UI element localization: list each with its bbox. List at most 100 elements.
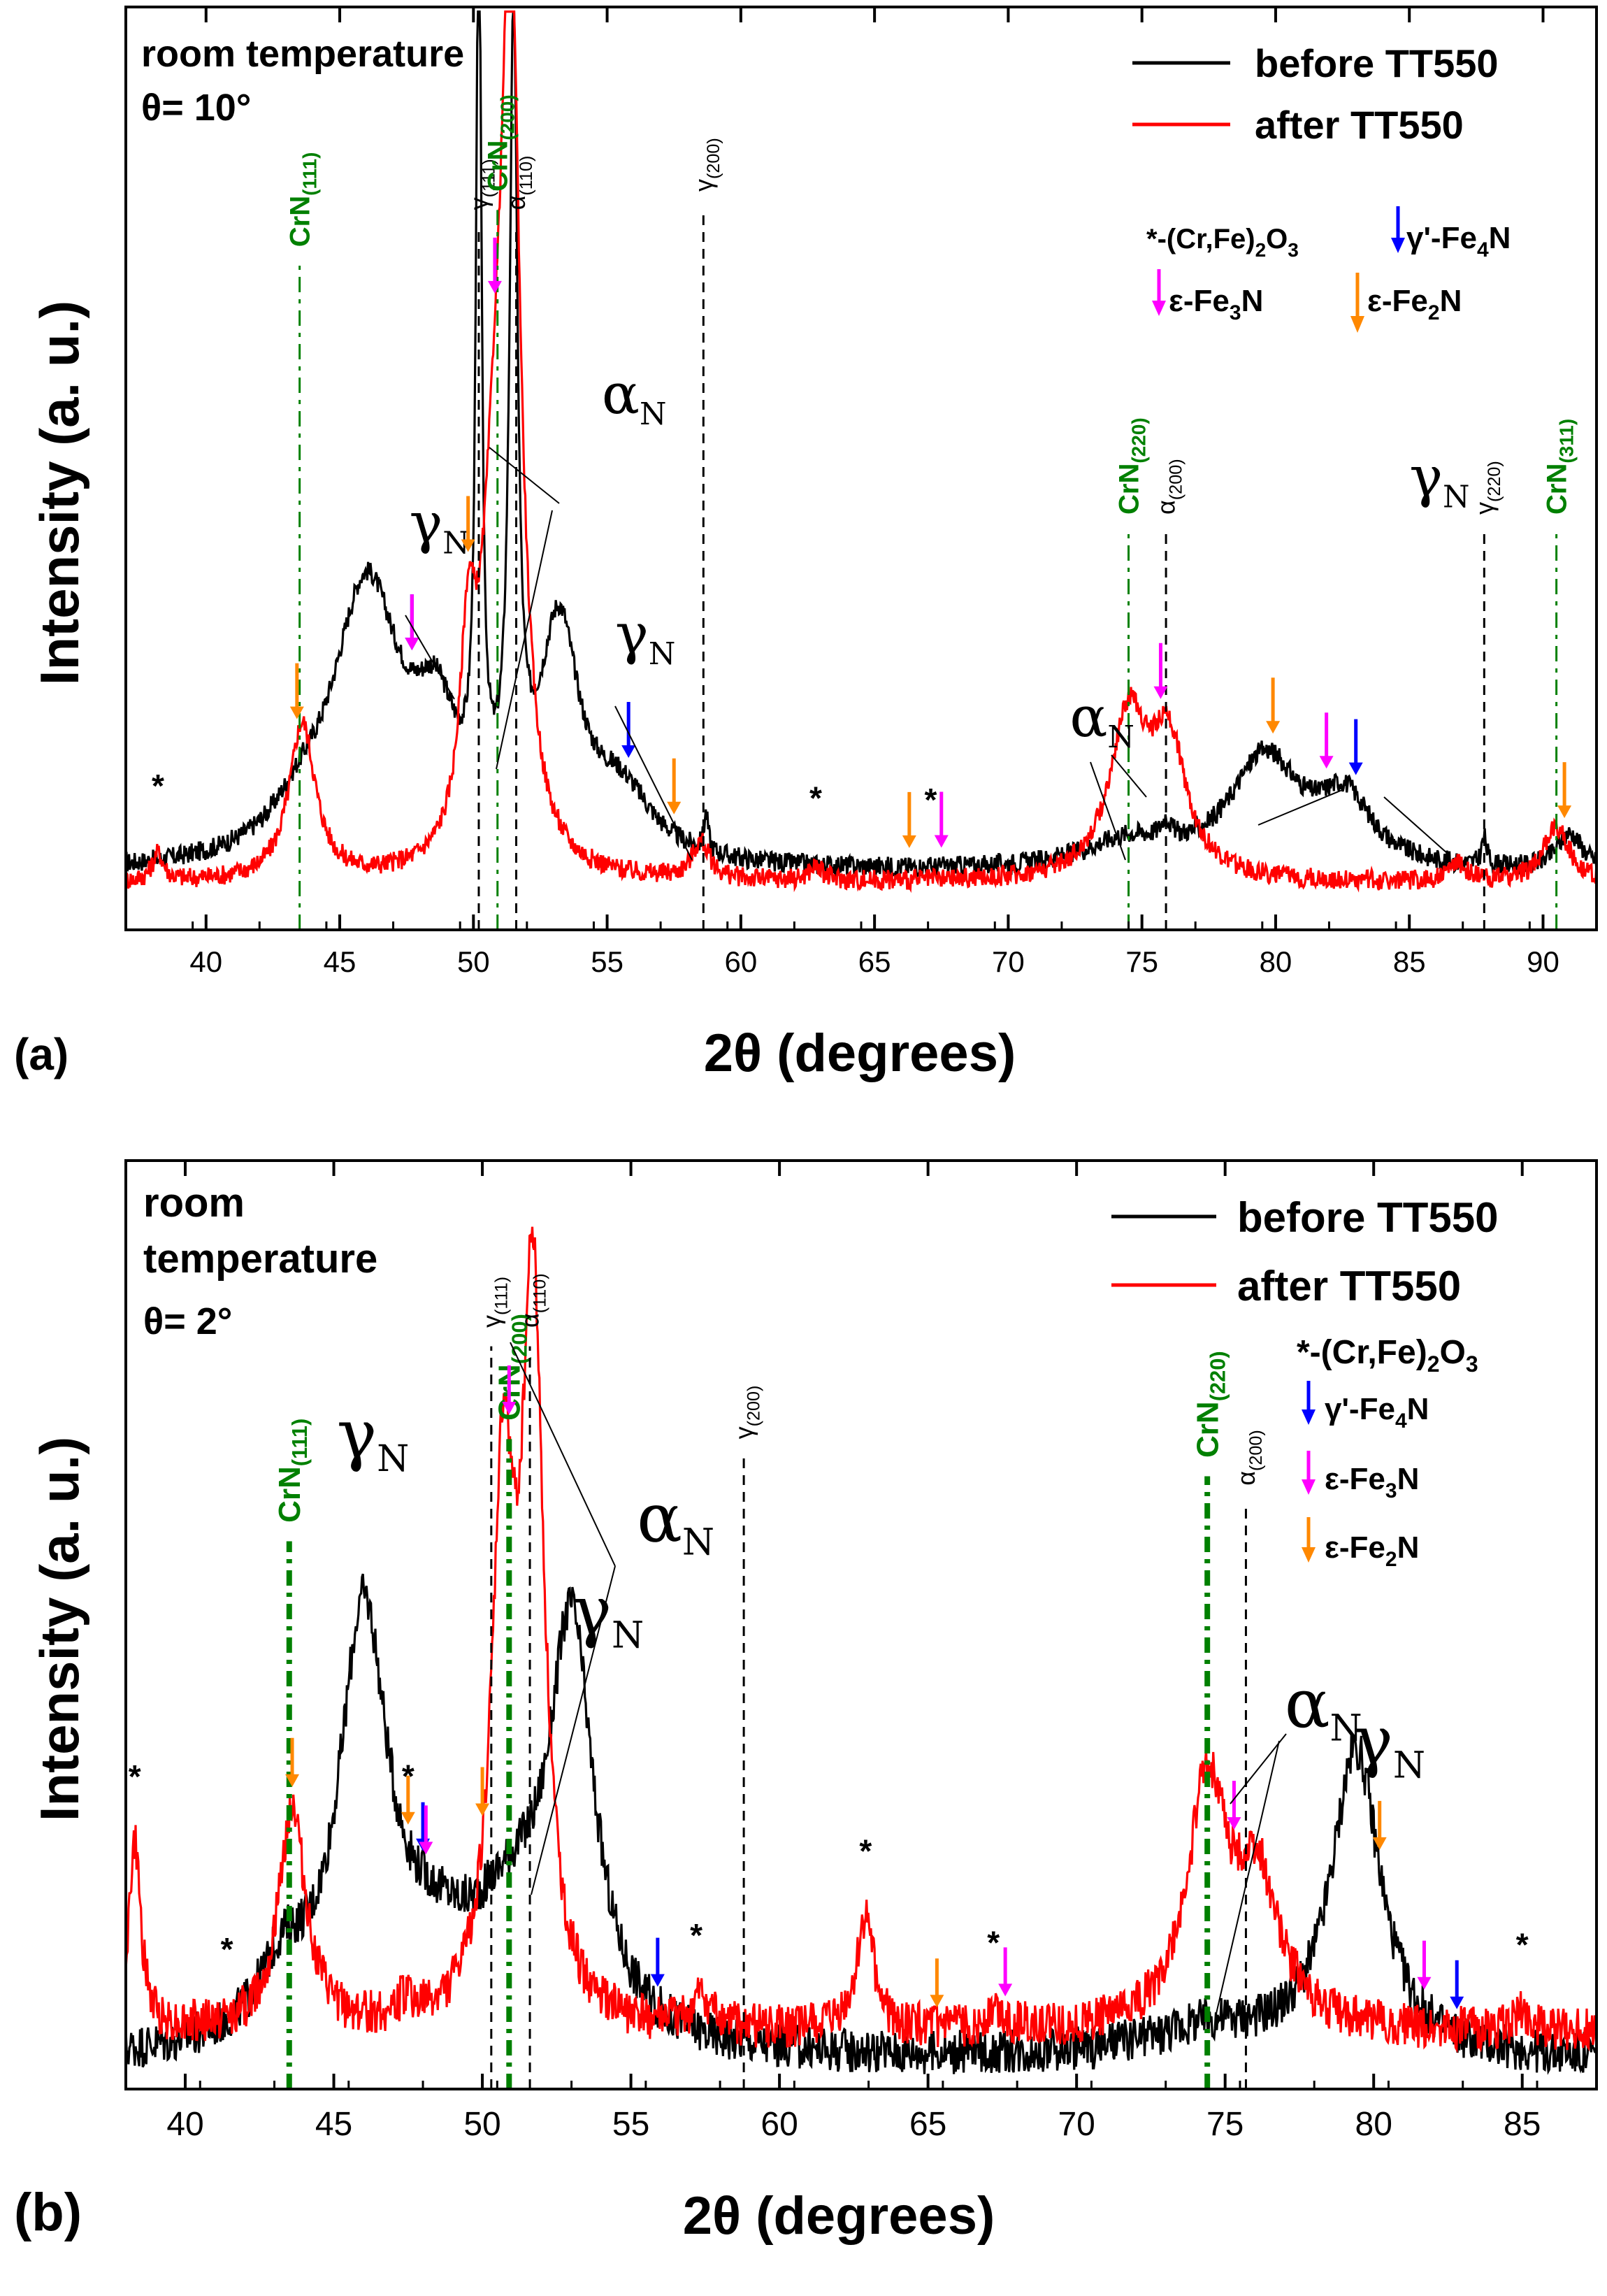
oxide-star-5: * <box>987 1925 1000 1961</box>
blue-arrow-icon-5 <box>621 702 636 759</box>
annotation-leader-2 <box>496 510 553 770</box>
magenta-arrow-icon-11 <box>1417 1940 1432 1990</box>
magenta-arrow-icon-9 <box>1153 643 1168 699</box>
x-tick-label-40: 40 <box>189 945 222 978</box>
x-tick-label-65: 65 <box>858 945 891 978</box>
legend-label-before: before TT550 <box>1237 1194 1498 1241</box>
x-tick-label-55: 55 <box>591 945 624 978</box>
orange-arrow-icon-4 <box>475 1767 490 1816</box>
magenta-arrow-icon-8 <box>998 1947 1013 1997</box>
panel-b-condition-1: room <box>143 1180 245 1226</box>
legend-fe4n: γ'-Fe4N <box>1325 1392 1429 1433</box>
series-line-before <box>124 1573 1597 2075</box>
blue-arrowhead-icon <box>1302 1409 1316 1425</box>
panel-b-condition-2: temperature <box>143 1236 377 1282</box>
x-tick-label-60: 60 <box>724 945 757 978</box>
annotation-leader-7 <box>1383 796 1448 854</box>
x-tick-label-45: 45 <box>324 945 356 978</box>
panel-b-phase-legend: *-(Cr,Fe)2O3 γ'-Fe4N ε-Fe3N ε-Fe2N <box>1297 1334 1478 1571</box>
x-tick-label-85: 85 <box>1504 2106 1541 2143</box>
oxide-star-0: * <box>129 1758 141 1795</box>
magenta-arrow-icon-4 <box>487 237 502 294</box>
panel-b-plot-area: CrN(111)γ(111)CrN(200)α(110)γ(200)CrN(22… <box>124 1226 1597 2089</box>
annotation-leader-0 <box>405 615 455 700</box>
magenta-arrow-icon-11 <box>1319 712 1334 769</box>
x-tick-label-70: 70 <box>1058 2106 1095 2143</box>
annotation-γN-0: γN <box>337 1395 410 1480</box>
legend-label-after: after TT550 <box>1255 103 1464 147</box>
x-tick-label-80: 80 <box>1355 2106 1392 2143</box>
panel-a-label: (a) <box>14 1029 69 1079</box>
magenta-arrow-icon-2 <box>405 594 419 651</box>
panel-a: CrN(111)γ(111)CrN(200)α(110) γ(200)CrN(22… <box>14 6 1598 1083</box>
orange-arrow-icon-13 <box>1557 762 1572 819</box>
orange-arrow-icon-1 <box>401 1775 415 1825</box>
annotation-leader-1 <box>489 447 560 504</box>
orange-arrow-icon-0 <box>289 663 304 719</box>
panel-a-y-label: Intensity (a. u.) <box>29 301 90 685</box>
panel-a-legend: before TT550 after TT550 <box>1132 41 1499 147</box>
legend-fe4n: γ'-Fe4N <box>1406 221 1511 261</box>
blue-arrowhead-icon <box>1391 238 1405 253</box>
blue-arrow-icon-12 <box>1450 1960 1464 2009</box>
x-tick-label-65: 65 <box>909 2106 946 2143</box>
magenta-arrow-icon-8 <box>934 791 949 848</box>
panel-a-x-label: 2θ (degrees) <box>704 1024 1016 1083</box>
magenta-arrow-icon-3 <box>419 1805 433 1855</box>
annotation-γN-4: γN <box>1353 1702 1425 1786</box>
x-tick-label-90: 90 <box>1527 945 1559 978</box>
annotation-leader-9 <box>510 1342 616 1567</box>
annotation-leader-5 <box>1111 754 1147 798</box>
legend-fe2n: ε-Fe2N <box>1325 1530 1419 1571</box>
oxide-star-6: * <box>1516 1927 1529 1963</box>
orange-arrow-icon-3 <box>461 496 475 552</box>
magenta-arrowhead-icon <box>1302 1479 1316 1495</box>
orange-arrowhead-icon <box>1350 316 1364 333</box>
orange-arrow-icon-7 <box>902 791 916 848</box>
series-line-before <box>124 10 1598 879</box>
orange-arrow-icon-7 <box>930 1958 944 2008</box>
panel-b-y-label: Intensity (a. u.) <box>29 1437 90 1821</box>
x-tick-label-60: 60 <box>761 2106 798 2143</box>
magenta-arrow-icon-9 <box>1227 1781 1241 1830</box>
x-tick-label-50: 50 <box>457 945 490 978</box>
panel-b-frame <box>124 1159 1598 2090</box>
series-line-after <box>124 10 1598 894</box>
legend-fe3n: ε-Fe3N <box>1169 284 1263 324</box>
panel-b-legend: before TT550 after TT550 <box>1111 1194 1498 1310</box>
legend-oxide: *-(Cr,Fe)2O3 <box>1297 1334 1478 1377</box>
oxide-star-1: * <box>809 780 822 816</box>
panel-a-condition-1: room temperature <box>141 33 464 75</box>
blue-arrow-icon-6 <box>650 1937 665 1987</box>
oxide-star-0: * <box>152 768 164 804</box>
legend-label-after: after TT550 <box>1237 1263 1461 1310</box>
magenta-arrow-icon-5 <box>502 1365 517 1415</box>
panel-a-condition-2: θ= 10° <box>141 87 251 129</box>
x-tick-label-80: 80 <box>1260 945 1292 978</box>
orange-arrow-icon-10 <box>1372 1800 1387 1850</box>
annotation-leader-11 <box>1216 1740 1280 2014</box>
x-tick-label-55: 55 <box>612 2106 649 2143</box>
annotation-leader-4 <box>1090 761 1126 861</box>
panel-b: CrN(111)γ(111)CrN(200)α(110)γ(200)CrN(22… <box>14 1159 1598 2246</box>
oxide-star-2: * <box>925 782 937 818</box>
legend-label-before: before TT550 <box>1255 41 1499 85</box>
ref-label-CrN220: CrN(220) <box>1191 1351 1230 1458</box>
magenta-arrowhead-icon <box>1152 301 1166 316</box>
x-tick-label-50: 50 <box>463 2106 500 2143</box>
annotation-leader-8 <box>531 1565 616 1895</box>
ref-label-CrN111: CrN(111) <box>273 1419 312 1523</box>
legend-fe3n: ε-Fe3N <box>1325 1462 1419 1502</box>
series-line-after <box>124 1226 1597 2053</box>
x-tick-label-75: 75 <box>1125 945 1158 978</box>
annotation-leader-3 <box>614 705 693 861</box>
oxide-star-4: * <box>859 1832 872 1869</box>
ref-label-CrN200: CrN(200) <box>493 1314 532 1421</box>
annotation-leader-10 <box>1230 1733 1287 1804</box>
oxide-star-3: * <box>690 1917 702 1953</box>
orange-arrow-icon-6 <box>667 758 682 815</box>
panel-a-x-axis: 40 45 50 55 60 65 70 75 80 85 90 <box>124 7 1598 978</box>
x-tick-label-75: 75 <box>1206 2106 1244 2143</box>
orange-arrow-icon-10 <box>1266 677 1281 734</box>
